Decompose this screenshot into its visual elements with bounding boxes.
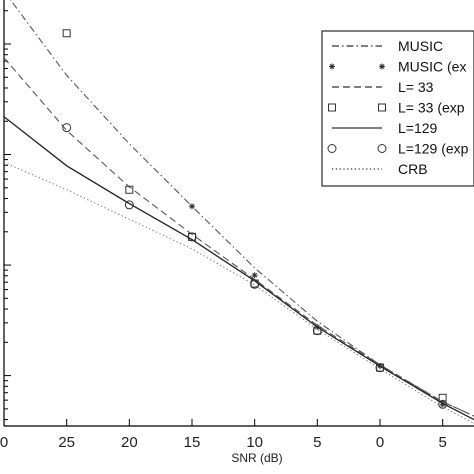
series-crb: [3, 161, 474, 424]
legend-label: L= 33 (exp: [398, 100, 465, 116]
circle-marker: [327, 144, 337, 153]
legend-entry: MUSIC (ex: [329, 59, 466, 75]
asterisk-marker-stroke: [329, 64, 335, 69]
asterisk-marker-stroke: [379, 64, 385, 69]
series-l129: [3, 116, 474, 421]
legend-label: MUSIC: [398, 38, 443, 54]
x-tick-label: 20: [121, 434, 138, 451]
circle-marker: [250, 279, 260, 289]
x-ticks: 0 25 20 15 10 5 0 5: [0, 419, 447, 451]
series-l33: [3, 57, 474, 417]
circle-marker: [62, 123, 72, 133]
x-tick-label: 5: [313, 434, 321, 451]
square-marker: [438, 393, 447, 402]
square-marker: [125, 185, 134, 194]
legend-entry: L=129 (exp: [327, 141, 469, 157]
x-axis-label: SNR (dB): [231, 451, 282, 465]
x-tick-label: 15: [184, 434, 201, 451]
series-music_exp: [189, 203, 446, 408]
legend-entry: L= 33 (exp: [328, 100, 465, 116]
series-music: [9, 0, 474, 417]
legend-entry: L=129: [332, 120, 438, 136]
x-tick-label: 0: [376, 434, 384, 451]
asterisk-marker-stroke: [189, 203, 195, 209]
asterisk-marker-stroke: [252, 272, 258, 278]
axes: [3, 0, 474, 427]
x-tick-label: 10: [246, 434, 263, 451]
legend-label: L= 33: [398, 79, 434, 95]
circle-marker: [377, 144, 387, 153]
series-layer: [3, 0, 474, 424]
x-tick-label: 25: [58, 434, 75, 451]
legend-label: CRB: [398, 161, 428, 177]
legend-box: [321, 30, 474, 187]
legend-label: MUSIC (ex: [398, 59, 466, 75]
legend-label: L=129: [398, 120, 438, 136]
square-marker: [62, 29, 71, 38]
circle-marker: [375, 363, 385, 373]
x-tick-label: 0: [0, 434, 8, 451]
circle-marker: [187, 232, 197, 242]
legend-entry: MUSIC: [332, 38, 443, 54]
series-line-crb: [3, 161, 474, 424]
series-line-music: [9, 0, 474, 417]
circle-marker: [124, 200, 134, 210]
series-line-l129: [3, 116, 474, 421]
series-line-l33: [3, 57, 474, 417]
legend-entry: CRB: [332, 161, 428, 177]
legend: MUSIC MUSIC (ex L= 33 L= 33 (exp L=129 L=129 …: [321, 30, 474, 187]
legend-entry: L= 33: [332, 79, 434, 95]
circle-marker: [312, 326, 322, 336]
x-tick-label: 5: [438, 434, 446, 451]
square-marker: [378, 103, 386, 112]
square-marker: [328, 103, 336, 112]
legend-label: L=129 (exp: [398, 141, 469, 157]
